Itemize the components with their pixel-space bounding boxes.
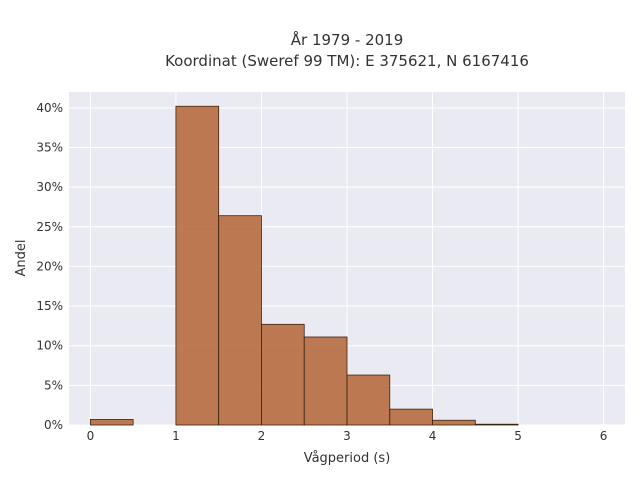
- chart-title-line-2: Koordinat (Sweref 99 TM): E 375621, N 61…: [165, 52, 529, 70]
- bars: [89, 105, 519, 426]
- x-tick-label: 6: [600, 429, 608, 443]
- x-tick-label: 5: [514, 429, 522, 443]
- histogram-bar: [303, 336, 348, 426]
- x-tick-labels: 0 1 2 3 4 5 6: [87, 429, 608, 443]
- histogram-bar: [346, 374, 391, 426]
- y-tick-label: 10%: [36, 339, 63, 353]
- x-tick-label: 3: [343, 429, 351, 443]
- histogram-bar: [389, 408, 433, 426]
- histogram-bar: [89, 419, 134, 426]
- x-tick-label: 0: [87, 429, 95, 443]
- x-tick-label: 2: [258, 429, 266, 443]
- y-tick-label: 25%: [36, 220, 63, 234]
- y-tick-label: 0%: [44, 418, 63, 432]
- chart-title-line-1: År 1979 - 2019: [291, 30, 404, 49]
- y-tick-label: 20%: [36, 259, 63, 273]
- y-tick-labels: 0% 5% 10% 15% 20% 25% 30% 35% 40%: [36, 101, 63, 432]
- y-axis-label: Andel: [14, 240, 29, 277]
- x-axis-label: Vågperiod (s): [304, 451, 391, 466]
- histogram-bar: [261, 323, 305, 426]
- y-tick-label: 30%: [36, 180, 63, 194]
- y-tick-label: 40%: [36, 101, 63, 115]
- histogram-bar: [175, 105, 220, 426]
- histogram-bar: [218, 215, 262, 426]
- y-tick-label: 15%: [36, 299, 63, 313]
- y-tick-label: 35%: [36, 141, 63, 155]
- x-tick-label: 1: [172, 429, 180, 443]
- histogram-bar: [432, 419, 476, 426]
- x-tick-label: 4: [429, 429, 437, 443]
- y-tick-label: 5%: [44, 378, 63, 392]
- histogram-bar: [474, 423, 519, 426]
